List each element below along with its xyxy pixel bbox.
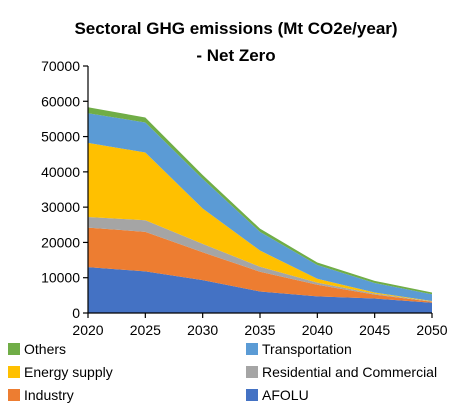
legend-item-others: Others	[8, 341, 66, 357]
legend-label: AFOLU	[262, 387, 309, 403]
legend-label: Industry	[24, 387, 74, 403]
legend-item-afolu: AFOLU	[246, 387, 309, 403]
area-afolu	[88, 267, 432, 313]
x-tick-label: 2045	[359, 322, 390, 338]
y-tick-label: 0	[72, 305, 80, 321]
area-energy-supply	[88, 142, 432, 302]
y-tick-labels: 0 10000 20000 30000 40000 50000 60000 70000	[41, 58, 88, 321]
x-tick-label: 2020	[72, 322, 103, 338]
chart-title-line-2: - Net Zero	[196, 46, 275, 65]
x-tick-label: 2035	[244, 322, 275, 338]
y-tick-label: 60000	[41, 93, 80, 109]
legend-label: Transportation	[262, 341, 352, 357]
chart-title-line-1: Sectoral GHG emissions (Mt CO2e/year)	[74, 19, 397, 38]
area-series-group	[88, 107, 432, 313]
legend-item-energy-supply: Energy supply	[8, 364, 113, 380]
legend-item-industry: Industry	[8, 387, 74, 403]
y-tick-label: 30000	[41, 199, 80, 215]
x-tick-label: 2025	[130, 322, 161, 338]
legend-swatch	[8, 389, 20, 401]
legend-swatch	[246, 366, 258, 378]
legend-label: Energy supply	[24, 364, 113, 380]
area-residential-and-commercial	[88, 217, 432, 302]
x-tick-labels: 2020 2025 2030 2035 2040 2045 2050	[72, 313, 448, 338]
area-industry	[88, 227, 432, 303]
legend-item-residential-and-commercial: Residential and Commercial	[246, 364, 437, 380]
legend-label: Residential and Commercial	[262, 364, 437, 380]
legend-swatch	[246, 343, 258, 355]
y-tick-label: 70000	[41, 58, 80, 74]
legend-label: Others	[24, 341, 66, 357]
legend-item-transportation: Transportation	[246, 341, 352, 357]
legend-swatch	[8, 343, 20, 355]
y-tick-label: 10000	[41, 270, 80, 286]
legend-swatch	[246, 389, 258, 401]
x-tick-label: 2040	[302, 322, 333, 338]
legend: Others Transportation Energy supply Residen…	[8, 341, 437, 403]
y-tick-label: 50000	[41, 129, 80, 145]
y-tick-label: 20000	[41, 234, 80, 250]
x-tick-label: 2030	[187, 322, 218, 338]
area-transportation	[88, 113, 432, 301]
y-tick-label: 40000	[41, 164, 80, 180]
x-tick-label: 2050	[416, 322, 447, 338]
legend-swatch	[8, 366, 20, 378]
